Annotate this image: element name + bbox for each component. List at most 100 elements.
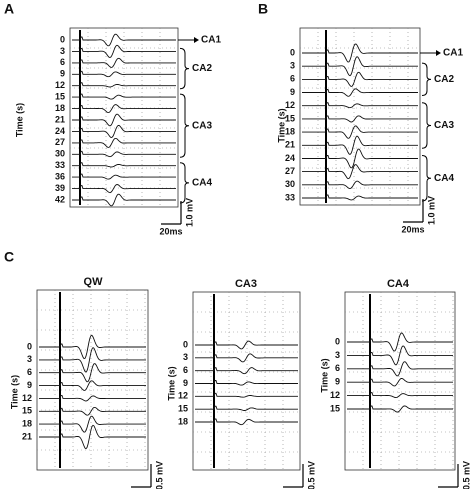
y-axis-label: Time (s) bbox=[9, 375, 19, 409]
trace bbox=[39, 363, 146, 383]
group-label: CA2 bbox=[434, 74, 454, 85]
trace bbox=[39, 394, 146, 402]
row-label: 0 bbox=[290, 47, 295, 57]
arrow-head bbox=[194, 37, 199, 43]
row-label: 21 bbox=[55, 114, 65, 124]
trace bbox=[302, 148, 418, 169]
group-bracket bbox=[421, 154, 432, 202]
trace bbox=[72, 82, 176, 88]
trace bbox=[72, 93, 176, 100]
group-label: CA2 bbox=[192, 63, 212, 74]
scale-label: 1.0 mV bbox=[426, 196, 436, 225]
trace bbox=[195, 353, 298, 363]
trace bbox=[39, 346, 146, 373]
trace bbox=[302, 125, 418, 139]
trace bbox=[302, 88, 418, 97]
subpanel-title: CA3 bbox=[235, 278, 257, 290]
row-label: 21 bbox=[285, 140, 295, 150]
trace bbox=[347, 332, 453, 352]
row-label: 15 bbox=[330, 403, 340, 413]
trace bbox=[39, 334, 146, 360]
row-label: 15 bbox=[178, 404, 188, 414]
row-label: 18 bbox=[178, 416, 188, 426]
trace bbox=[302, 115, 418, 123]
row-label: 12 bbox=[330, 390, 340, 400]
row-label: 6 bbox=[183, 365, 188, 375]
y-axis-label: Time (s) bbox=[276, 108, 286, 142]
trace bbox=[39, 380, 146, 391]
trace bbox=[195, 367, 298, 375]
trace bbox=[347, 361, 453, 377]
row-label: 0 bbox=[335, 336, 340, 346]
trace bbox=[347, 405, 453, 413]
trace bbox=[195, 392, 298, 398]
row-label: 15 bbox=[55, 92, 65, 102]
row-label: 18 bbox=[285, 126, 295, 136]
trace bbox=[195, 340, 298, 350]
trace bbox=[347, 345, 453, 366]
scale-label: 0.5 mV bbox=[306, 461, 316, 489]
row-label: 36 bbox=[55, 172, 65, 182]
row-label: 0 bbox=[183, 339, 188, 349]
trace bbox=[302, 135, 418, 155]
row-label: 9 bbox=[27, 380, 32, 390]
row-label: 12 bbox=[178, 391, 188, 401]
row-label: 3 bbox=[27, 354, 32, 364]
trace bbox=[72, 150, 176, 158]
row-label: 0 bbox=[27, 341, 32, 351]
trace bbox=[72, 70, 176, 78]
trace bbox=[195, 418, 298, 426]
trace bbox=[195, 380, 298, 386]
row-label: 33 bbox=[285, 192, 295, 202]
panel-label: A bbox=[4, 1, 14, 17]
group-label: CA4 bbox=[192, 177, 212, 188]
trace bbox=[72, 173, 176, 180]
scale-label: 0.5 mV bbox=[154, 461, 164, 489]
row-label: 3 bbox=[290, 61, 295, 71]
group-bracket bbox=[179, 162, 190, 204]
trace bbox=[39, 415, 146, 433]
row-label: 6 bbox=[335, 363, 340, 373]
trace bbox=[347, 378, 453, 387]
row-label: 3 bbox=[183, 352, 188, 362]
group-label: CA1 bbox=[201, 35, 221, 46]
scale-label: 20ms bbox=[401, 224, 424, 234]
row-label: 39 bbox=[55, 183, 65, 193]
row-label: 30 bbox=[55, 149, 65, 159]
row-label: 18 bbox=[22, 419, 32, 429]
plot-frame bbox=[36, 289, 149, 471]
y-axis-label: Time (s) bbox=[14, 103, 24, 137]
plot-frame bbox=[299, 27, 421, 206]
row-label: 6 bbox=[27, 367, 32, 377]
row-label: 15 bbox=[22, 406, 32, 416]
row-label: 12 bbox=[22, 393, 32, 403]
row-label: 9 bbox=[335, 377, 340, 387]
row-label: 18 bbox=[55, 103, 65, 113]
trace bbox=[39, 406, 146, 416]
row-label: 12 bbox=[285, 100, 295, 110]
trace bbox=[72, 124, 176, 138]
trace bbox=[72, 193, 176, 207]
group-label: CA1 bbox=[443, 48, 463, 59]
subpanel-title: CA4 bbox=[387, 278, 410, 290]
group-bracket bbox=[421, 62, 432, 97]
row-label: 0 bbox=[60, 34, 65, 44]
trace bbox=[72, 57, 176, 68]
row-label: 27 bbox=[55, 137, 65, 147]
trace bbox=[72, 113, 176, 127]
trace bbox=[302, 180, 418, 189]
plot-frame bbox=[344, 291, 456, 471]
row-label: 15 bbox=[285, 113, 295, 123]
group-label: CA4 bbox=[434, 173, 454, 184]
trace bbox=[72, 162, 176, 168]
trace bbox=[302, 71, 418, 87]
row-label: 24 bbox=[285, 153, 295, 163]
subpanel-title: QW bbox=[84, 276, 104, 288]
trace bbox=[302, 194, 418, 201]
row-label: 42 bbox=[55, 194, 65, 204]
row-label: 6 bbox=[290, 74, 295, 84]
trace bbox=[72, 44, 176, 58]
scale-label: 0.5 mV bbox=[461, 461, 471, 489]
row-label: 33 bbox=[55, 160, 65, 170]
trace bbox=[195, 405, 298, 411]
